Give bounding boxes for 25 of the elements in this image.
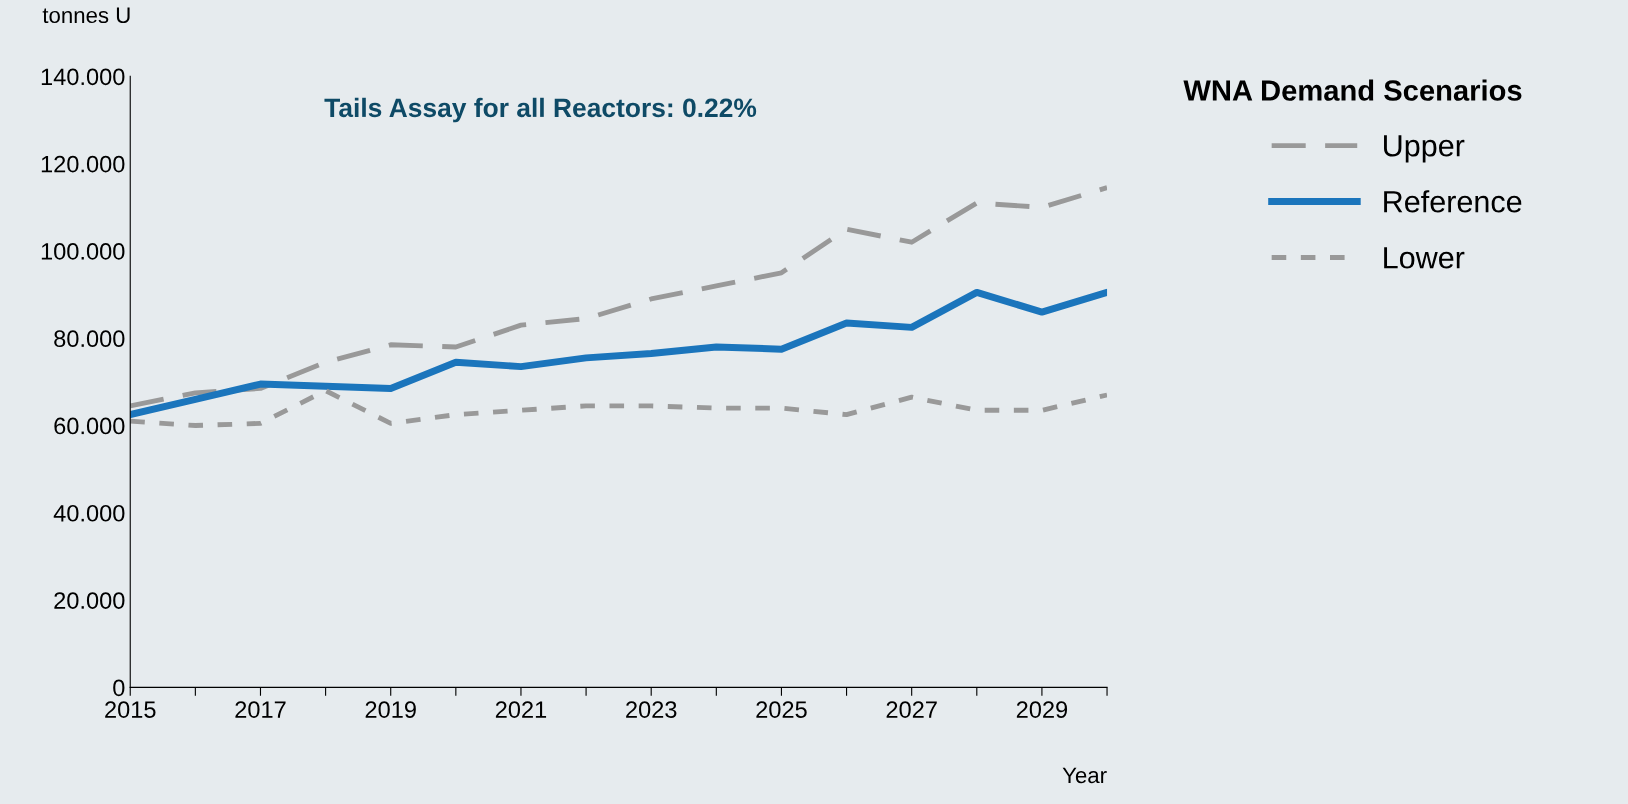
legend-label: Upper [1384,135,1465,163]
x-tick-label: 2027 [886,701,937,718]
line-series [130,388,1108,428]
y-axis-title: tonnes U [42,7,130,24]
y-tick-label: 20.000 [54,592,125,609]
x-tick-label: 2019 [365,701,416,718]
y-tick-label: 100.000 [41,243,125,260]
x-tick-label: 2015 [105,701,156,718]
legend-label: Lower [1384,247,1465,269]
line-series [130,185,1108,409]
y-tick-label: 120.000 [41,155,125,173]
y-tick-label: 140.000 [41,68,125,86]
y-tick-label: 0 [113,679,125,697]
y-tick-label: 40.000 [53,504,125,522]
y-tick-label: 60.000 [54,417,125,435]
legend-title: WNA Demand Scenarios [1183,79,1522,101]
text: Tails Assay for all Reactors: 0.22% [324,97,757,123]
legend-label: Reference [1384,190,1522,213]
x-tick-label: 2029 [1016,701,1068,718]
x-tick-label: 2021 [495,701,547,718]
x-tick-label: 2023 [626,701,677,718]
x-tick-label: 2025 [756,701,807,718]
x-axis-title: Year [1062,767,1107,784]
y-tick-label: 80.000 [54,330,125,348]
x-tick-label: 2017 [235,701,286,718]
